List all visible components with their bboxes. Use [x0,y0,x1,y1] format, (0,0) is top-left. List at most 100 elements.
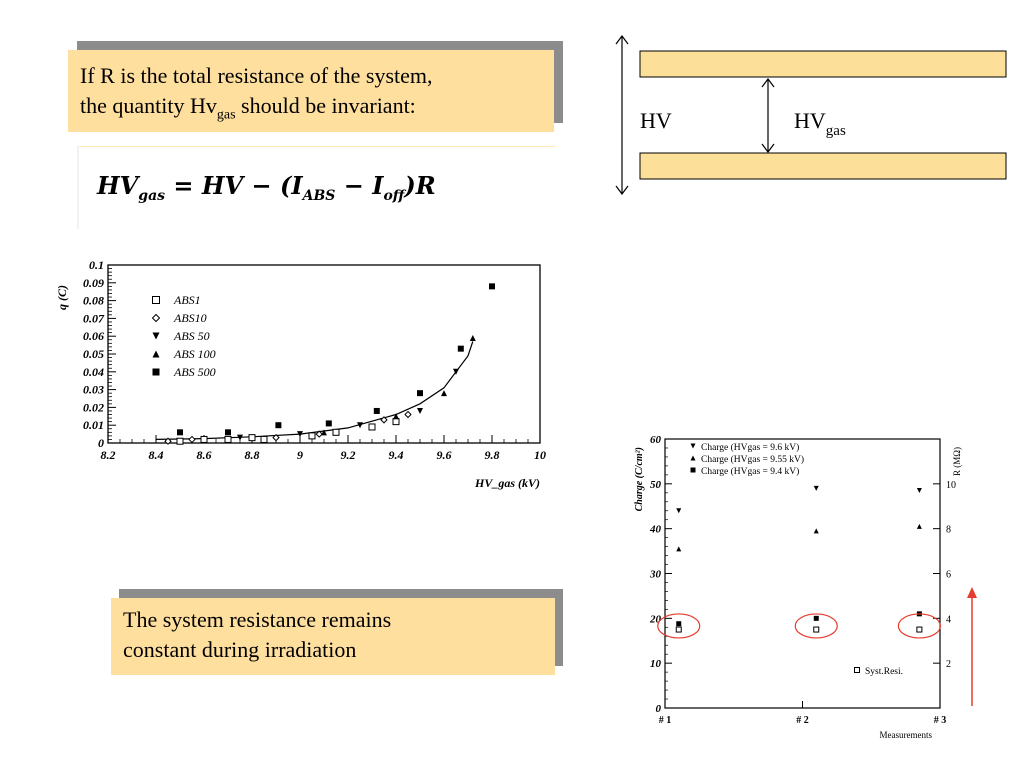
chart1-legend-label: ABS 500 [173,365,216,379]
chart2-ytick-label: 0 [656,703,662,715]
chart1-ytick-label: 0.06 [83,329,104,343]
chart2-ytick-label: 50 [650,479,662,491]
chart1-legend-label: ABS 50 [173,329,210,343]
chart2-y2tick-label: 4 [946,614,951,625]
chart1-point [453,368,459,375]
chart1-point [237,434,243,441]
hvgas-label: HVgas [794,108,846,139]
increase-arrow [967,587,977,706]
chart2-y2label: R (MΩ) [952,447,962,476]
chart2-y2tick-label: 2 [946,659,951,670]
chart1-point [200,435,208,443]
chart1-ylabel: q (C) [55,285,69,310]
hv-arrow [615,35,629,195]
chart1-point [357,422,363,429]
chart1-point [308,432,316,440]
chart1-legend-marker [151,313,161,323]
chart1-ytick-label: 0.1 [89,258,104,272]
chart1-point [188,435,196,444]
chart2-xtick-label: # 1 [659,715,672,726]
chart2-legend-label: Charge (HVgas = 9.6 kV) [701,442,799,453]
chart1-point [457,345,464,352]
chart2-point [916,626,923,633]
formula-box: HVgas = HV − (IABS − Ioff)R [78,146,555,229]
chart1-ytick-label: 0.05 [83,347,104,361]
top-electrode-plate [639,50,1007,78]
chart1-point [275,422,282,429]
chart1-xtick-label: 9 [297,448,303,462]
chart1-point [417,390,423,397]
hv-label: HV [640,108,672,133]
callout-bottom: The system resistance remains constant d… [111,598,555,675]
chart1-point [272,433,280,442]
chart1-xtick-label: 8.8 [245,448,260,462]
chart1-point [392,418,400,426]
chart2-ytick-label: 10 [650,658,662,670]
chart1-ytick-label: 0.04 [83,365,104,379]
chart2-point [676,508,682,514]
formula: HVgas = HV − (IABS − Ioff)R [97,171,436,204]
callout-bottom-line2: constant during irradiation [123,637,357,662]
chart2-y2tick-label: 6 [946,570,951,581]
chart2-legend-label: Charge (HVgas = 9.55 kV) [701,454,804,465]
chart2-ytick-label: 40 [649,524,662,536]
chart1-point [177,429,183,436]
chart1-xtick-label: 9.2 [341,448,356,462]
chart2-legend-label: Charge (HVgas = 9.4 kV) [701,466,799,477]
chart1-xtick-label: 8.4 [149,448,164,462]
chart1-point [380,416,388,424]
chart2-legend-label: Syst.Resi. [865,667,903,677]
chart2-point [676,621,682,627]
chart2-xtick-label: # 3 [934,715,947,726]
chart2-legend-marker [690,455,696,461]
chart2-ytick-label: 20 [649,613,662,625]
chart2-y2tick-label: 8 [946,525,951,536]
chart1-point [368,423,376,431]
callout-top: If R is the total resistance of the syst… [68,50,554,132]
chart1-point [404,410,412,419]
chart1-point [417,407,423,414]
chart1-point [164,437,172,445]
measurements-chart: 0 10 20 30 40 50 60 2 4 6 8 10 # 1 # 2 # 3Measurements… [634,434,962,740]
chart2-highlight-circle [897,613,941,639]
chart2-xtick-label: # 2 [796,715,809,726]
hvgas-arrow [761,78,775,153]
chart1-point [373,407,380,414]
chart2-ytick-label: 30 [649,569,662,581]
chart1-legend-marker [152,368,160,376]
chart2-legend-marker [690,467,696,473]
chart1-point [176,437,184,445]
chart1-point [489,283,495,290]
callout-bottom-line1: The system resistance remains [123,607,392,632]
chart2-point [813,615,819,621]
chart1-point [224,435,232,443]
chart1-point [297,431,303,438]
chart1-point [325,420,332,427]
chart2-highlight-circle [794,613,838,639]
chart1-point [321,429,327,436]
chart2-ylabel: Charge (C/cm²) [634,447,645,511]
chart1-legend-label: ABS 100 [173,347,216,361]
electrode-diagram: HV HVgas [615,35,1007,195]
chart1-legend-marker [152,350,160,358]
chart1-point [332,428,340,436]
chart1-xtick-label: 9.8 [485,448,500,462]
chart2-legend-marker [690,443,696,449]
chart1-point [393,413,399,420]
chart1-point [260,435,268,443]
chart1-legend-label: ABS10 [173,311,207,325]
callout-top-line1: If R is the total resistance of the syst… [80,63,433,88]
chart1-ytick-label: 0.08 [83,294,104,308]
chart1-point [315,430,323,438]
chart2-legend-marker [854,667,860,673]
chart1-ytick-label: 0.03 [83,383,104,397]
chart1-point [248,434,256,442]
callout-top-line2: the quantity Hvgas should be invariant: [80,93,416,123]
chart1-point [225,429,231,436]
chart2-point [813,485,819,491]
chart1-xtick-label: 9.4 [389,448,404,462]
chart2-point [813,528,819,534]
chart1-ytick-label: 0.07 [83,311,105,325]
bottom-electrode-plate [639,152,1007,180]
chart2-point [916,488,922,494]
